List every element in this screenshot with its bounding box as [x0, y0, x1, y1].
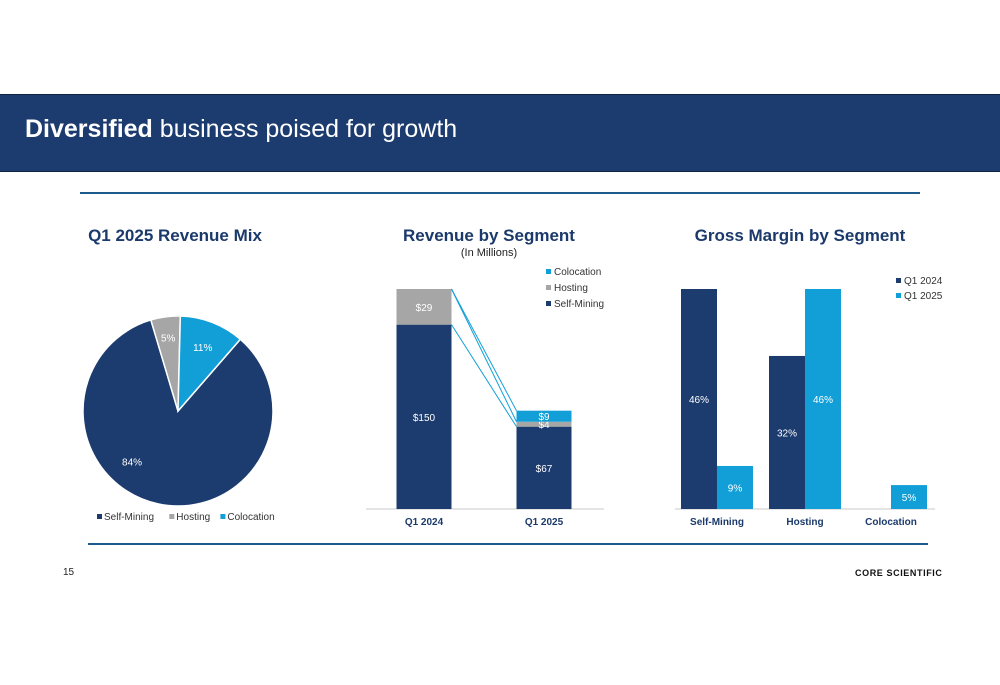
revenue-chart-title: Revenue by Segment: [403, 226, 575, 245]
pie-legend-label: Hosting: [176, 512, 210, 523]
bar-data-label: $4: [538, 420, 550, 431]
bar-data-label: 46%: [689, 395, 709, 406]
bar-data-label: 5%: [902, 493, 917, 504]
pie-slice-colocation: [177, 315, 242, 414]
rev-legend-swatch: [546, 301, 551, 306]
x-tick-label: Q1 2025: [525, 517, 564, 528]
company-logo: CORE SCIENTIFIC: [855, 568, 943, 578]
bar-self-mining-q1-2024: [396, 324, 452, 509]
x-tick-label: Q1 2024: [405, 517, 444, 528]
gm-legend-label: Q1 2024: [904, 276, 943, 287]
gm-legend-swatch: [896, 293, 901, 298]
bar-data-label: 46%: [813, 395, 833, 406]
pie-legend-label: Self-Mining: [104, 512, 154, 523]
rev-legend-label: Hosting: [554, 283, 588, 294]
gm-legend-label: Q1 2025: [904, 291, 943, 302]
bar-data-label: 32%: [777, 428, 797, 439]
revenue-chart-subtitle: (In Millions): [460, 247, 518, 259]
bar-hosting-q1-2025: [516, 421, 572, 427]
pie-data-label: 84%: [122, 458, 142, 469]
bar-q1-2025-hosting: [805, 289, 841, 509]
rev-legend-label: Self-Mining: [554, 299, 604, 310]
bar-colocation-q1-2025: [516, 410, 572, 422]
pie-slice-self-mining: [82, 319, 274, 507]
pie-data-label: 5%: [161, 334, 176, 345]
margin-chart-title: Gross Margin by Segment: [694, 226, 906, 245]
bar-hosting-q1-2024: [396, 289, 452, 325]
title-banner: Diversified business poised for growth: [0, 94, 1000, 172]
rev-legend-swatch: [546, 269, 551, 274]
bar-q1-2024-hosting: [769, 355, 805, 509]
pie-chart-title: Q1 2025 Revenue Mix: [88, 226, 262, 245]
pie-legend-swatch: [220, 514, 226, 519]
bar-data-label: $67: [536, 464, 553, 475]
bar-q1-2025-colocation: [891, 485, 927, 509]
slide-title: Diversified business poised for growth: [25, 115, 458, 143]
pie-data-label: 11%: [193, 343, 212, 354]
pie-legend-swatch: [97, 514, 102, 519]
bar-data-label: $150: [413, 413, 436, 424]
page-number: 15: [63, 567, 75, 578]
bar-data-label: $9: [538, 412, 550, 423]
bar-self-mining-q1-2025: [516, 426, 572, 509]
series-connector-line: [451, 324, 517, 427]
bar-q1-2024-self-mining: [681, 289, 717, 509]
bottom-rule: [88, 543, 928, 545]
rev-legend-label: Colocation: [554, 267, 601, 278]
rev-legend-swatch: [546, 285, 551, 290]
bar-data-label: $29: [416, 303, 433, 314]
series-connector-line: [451, 288, 517, 422]
x-tick-label: Colocation: [865, 517, 917, 528]
x-tick-label: Hosting: [786, 517, 823, 528]
bar-data-label: 9%: [728, 483, 743, 494]
series-connector-line: [451, 288, 517, 411]
pie-legend-label: Colocation: [227, 512, 274, 523]
pie-legend-swatch: [169, 514, 175, 519]
gm-legend-swatch: [896, 278, 901, 283]
x-tick-label: Self-Mining: [690, 517, 744, 528]
bar-q1-2025-self-mining: [717, 465, 753, 509]
top-rule: [80, 192, 920, 194]
